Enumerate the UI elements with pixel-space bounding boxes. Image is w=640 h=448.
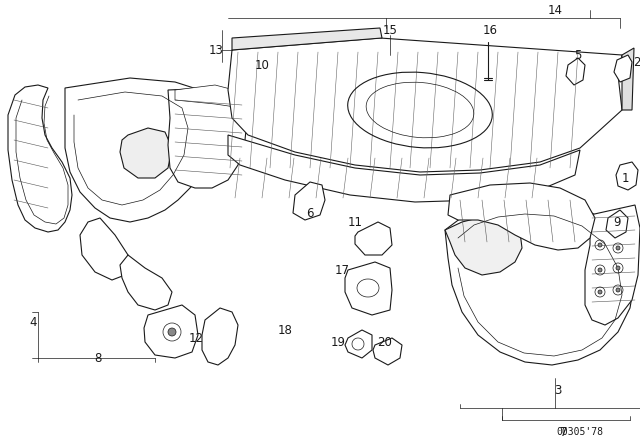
Circle shape	[598, 243, 602, 247]
Text: 13: 13	[209, 43, 223, 56]
Polygon shape	[566, 58, 585, 85]
Polygon shape	[606, 210, 628, 238]
Text: 20: 20	[378, 336, 392, 349]
Text: 8: 8	[94, 352, 102, 365]
Polygon shape	[616, 162, 638, 190]
Polygon shape	[8, 85, 72, 232]
Polygon shape	[65, 78, 218, 222]
Text: 7: 7	[560, 426, 568, 439]
Text: 4: 4	[29, 315, 36, 328]
Text: 15: 15	[383, 23, 397, 36]
Text: 1: 1	[621, 172, 628, 185]
Polygon shape	[585, 205, 640, 325]
Polygon shape	[614, 55, 632, 82]
Polygon shape	[168, 88, 248, 188]
Circle shape	[616, 288, 620, 292]
Text: 10: 10	[255, 59, 269, 72]
Polygon shape	[293, 182, 325, 220]
Circle shape	[168, 328, 176, 336]
Polygon shape	[228, 135, 580, 202]
Text: 14: 14	[547, 4, 563, 17]
Circle shape	[616, 266, 620, 270]
Text: 5: 5	[574, 48, 582, 61]
Polygon shape	[175, 85, 248, 108]
Text: 3: 3	[554, 383, 562, 396]
Polygon shape	[445, 200, 635, 365]
Polygon shape	[228, 38, 622, 172]
Polygon shape	[120, 255, 172, 310]
Polygon shape	[448, 183, 595, 250]
Text: 11: 11	[348, 215, 362, 228]
Text: 12: 12	[189, 332, 204, 345]
Polygon shape	[202, 308, 238, 365]
Text: 9: 9	[613, 215, 621, 228]
Text: 2: 2	[633, 56, 640, 69]
Polygon shape	[355, 222, 392, 255]
Polygon shape	[445, 218, 522, 275]
Text: 19: 19	[330, 336, 346, 349]
Circle shape	[616, 246, 620, 250]
Polygon shape	[345, 330, 372, 358]
Polygon shape	[80, 218, 128, 280]
Circle shape	[598, 268, 602, 272]
Polygon shape	[232, 28, 382, 50]
Polygon shape	[120, 128, 172, 178]
Polygon shape	[622, 48, 634, 110]
Text: 00305'78: 00305'78	[557, 427, 604, 437]
Text: 17: 17	[335, 263, 349, 276]
Text: 16: 16	[483, 23, 497, 36]
Text: 6: 6	[307, 207, 314, 220]
Polygon shape	[144, 305, 198, 358]
Polygon shape	[345, 262, 392, 315]
Circle shape	[598, 290, 602, 294]
Text: 18: 18	[278, 323, 292, 336]
Polygon shape	[373, 338, 402, 365]
